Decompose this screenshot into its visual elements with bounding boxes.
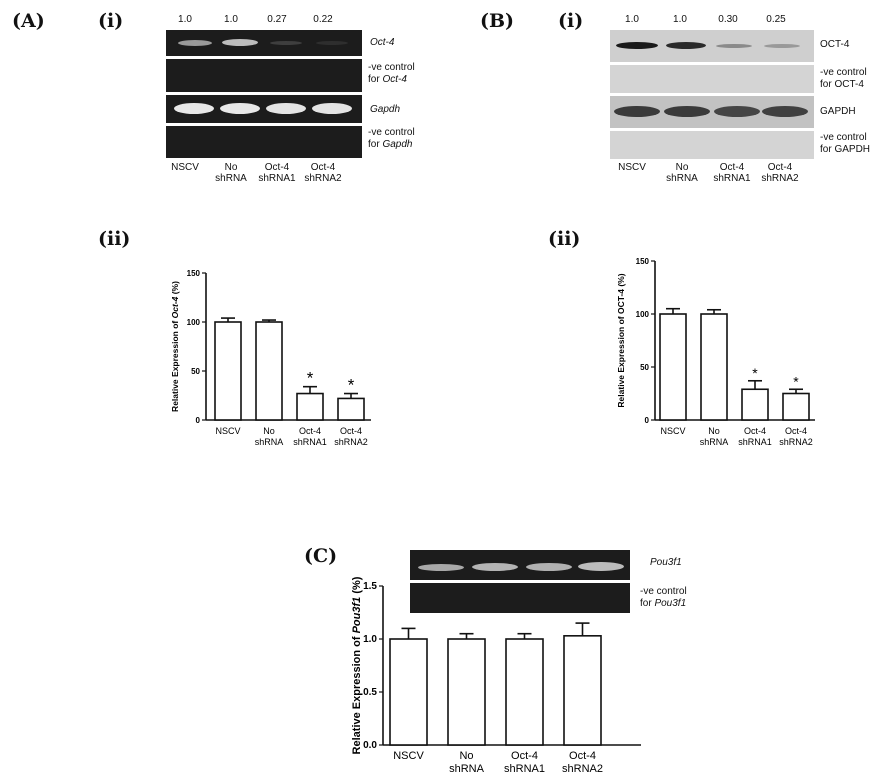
quant-value: 0.27 [267,14,287,25]
y-axis-label: Relative Expression of Oct-4 (%) [170,281,180,412]
bar [296,392,324,421]
x-tick-label: Oct-4 [299,426,321,436]
significance-marker: * [348,376,355,395]
lane-label: NSCV [171,162,199,173]
x-tick-label: shRNA1 [504,763,545,775]
lane-label: NSCV [618,162,646,173]
bar [505,638,544,746]
x-tick-label: No [708,426,720,436]
x-tick-label: shRNA2 [562,763,603,775]
gel-strip-pou3f1 [410,550,630,580]
lane-label: Oct-4 shRNA1 [258,162,296,184]
x-tick-label: Oct-4 [744,426,766,436]
blot-strip-neg-oct4 [610,65,814,93]
quant-value: 1.0 [224,14,238,25]
row-label-oct4-protein: OCT-4 [820,39,850,50]
lane-label: No shRNA [215,162,247,184]
quant-value: 1.0 [625,14,639,25]
panel-label-a: (A) [12,10,45,32]
blot-strip-gapdh [610,96,814,128]
gel-strip-neg-pou3f1 [410,583,630,613]
bar [741,388,769,421]
panel-label-b-i: (i) [558,10,584,32]
bar [337,397,365,421]
row-label-oct4: Oct-4 [370,37,395,48]
x-tick-label: NSCV [215,426,240,436]
x-tick-label: shRNA [449,763,485,775]
y-tick-label: 100 [187,318,201,327]
x-tick-label: NSCV [660,426,685,436]
x-tick-label: shRNA1 [293,437,327,447]
x-tick-label: Oct-4 [569,750,596,762]
y-axis-label: Relative Expression of Pou3f1 (%) [351,576,363,754]
y-tick-label: 50 [640,363,649,372]
lane-label: Oct-4 shRNA2 [761,162,799,184]
bar [255,321,283,421]
row-label-neg-gapdh: -ve control for Gapdh [368,127,415,150]
x-tick-label: NSCV [393,750,424,762]
panel-label-a-i: (i) [98,10,124,32]
x-tick-label: Oct-4 [511,750,538,762]
bar [563,635,602,746]
x-tick-label: shRNA [255,437,284,447]
x-tick-label: shRNA [700,437,729,447]
lane-label: Oct-4 shRNA2 [304,162,342,184]
y-tick-label: 50 [191,367,200,376]
row-label-gapdh: Gapdh [370,104,401,115]
lane-label: No shRNA [666,162,698,184]
panel-label-a-ii: (ii) [98,228,131,250]
significance-marker: * [793,373,799,389]
quant-value: 0.25 [766,14,786,25]
quant-value: 1.0 [673,14,687,25]
x-tick-label: Oct-4 [340,426,362,436]
significance-marker: * [307,369,314,388]
y-tick-label: 150 [187,269,201,278]
bar [700,313,728,421]
row-label-neg-oct4-protein: -ve control for OCT-4 [820,67,867,90]
x-tick-label: Oct-4 [785,426,807,436]
y-tick-label: 0.0 [363,740,377,751]
y-axis-label: Relative Expression of OCT-4 (%) [616,273,626,407]
bar [782,392,810,421]
x-tick-label: No [459,750,473,762]
quant-value: 0.30 [718,14,738,25]
bar [389,638,428,746]
row-label-neg-oct4: -ve control for Oct-4 [368,62,415,85]
y-tick-label: 1.5 [363,581,377,592]
quant-value: 1.0 [178,14,192,25]
blot-strip-neg-gapdh [610,131,814,159]
gel-strip-neg-oct4 [166,59,362,92]
row-label-neg-gapdh-protein: -ve control for GAPDH [820,132,871,155]
bar [659,313,687,421]
gel-strip-neg-gapdh [166,126,362,158]
gel-strip-gapdh [166,95,362,123]
y-tick-label: 1.0 [363,634,377,645]
panel-label-b-ii: (ii) [548,228,581,250]
row-label-gapdh-protein: GAPDH [820,106,856,117]
panel-label-b: (B) [480,10,515,32]
x-tick-label: No [263,426,275,436]
quant-value: 0.22 [313,14,333,25]
blot-strip-oct4 [610,30,814,62]
lane-label: Oct-4 shRNA1 [713,162,751,184]
x-tick-label: shRNA2 [779,437,813,447]
bar [214,321,242,421]
y-tick-label: 0.5 [363,687,377,698]
y-tick-label: 150 [636,257,650,266]
panel-label-c: (C) [304,545,338,567]
significance-marker: * [752,365,758,381]
y-tick-label: 0 [645,416,650,425]
row-label-pou3f1: Pou3f1 [650,557,682,568]
y-tick-label: 0 [196,416,201,425]
bar [447,638,486,746]
x-tick-label: shRNA1 [738,437,772,447]
gel-strip-oct4 [166,30,362,56]
x-tick-label: shRNA2 [334,437,368,447]
row-label-neg-pou3f1: -ve control for Pou3f1 [640,586,687,609]
y-tick-label: 100 [636,310,650,319]
